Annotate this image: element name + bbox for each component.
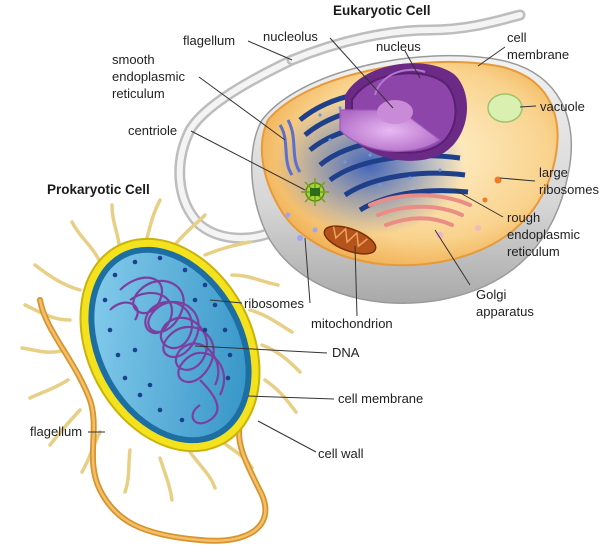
label-eukaryotic-flagellum: flagellum	[183, 33, 235, 49]
label-smooth-er-line2: endoplasmic	[112, 69, 185, 85]
label-nucleolus: nucleolus	[263, 29, 318, 45]
label-rough-er-line2: endoplasmic	[507, 227, 580, 243]
label-dna: DNA	[332, 345, 359, 361]
label-mitochondrion: mitochondrion	[311, 316, 393, 332]
eukaryotic-title: Eukaryotic Cell	[333, 3, 431, 18]
label-cell-membrane-line2: membrane	[507, 47, 569, 63]
label-cell-membrane: cell membrane	[338, 391, 423, 407]
label-smooth-er-line3: reticulum	[112, 86, 165, 102]
centriole	[301, 178, 329, 206]
prokaryotic-title: Prokaryotic Cell	[47, 182, 150, 197]
label-rough-er-line3: reticulum	[507, 244, 560, 260]
nucleolus	[377, 100, 413, 124]
vacuole	[488, 94, 522, 122]
label-golgi-line2: apparatus	[476, 304, 534, 320]
label-ribosomes: ribosomes	[244, 296, 304, 312]
prokaryotic-cell	[22, 200, 300, 541]
label-prokaryotic-flagellum: flagellum	[30, 424, 82, 440]
label-cell-membrane-line1: cell	[507, 30, 527, 46]
label-golgi-line1: Golgi	[476, 287, 506, 303]
label-rough-er-line1: rough	[507, 210, 540, 226]
label-large-ribosomes-line1: large	[539, 165, 568, 181]
label-large-ribosomes-line2: ribosomes	[539, 182, 599, 198]
label-centriole: centriole	[128, 123, 177, 139]
label-vacuole: vacuole	[540, 99, 585, 115]
label-cell-wall: cell wall	[318, 446, 364, 462]
label-nucleus: nucleus	[376, 39, 421, 55]
label-smooth-er-line1: smooth	[112, 52, 155, 68]
